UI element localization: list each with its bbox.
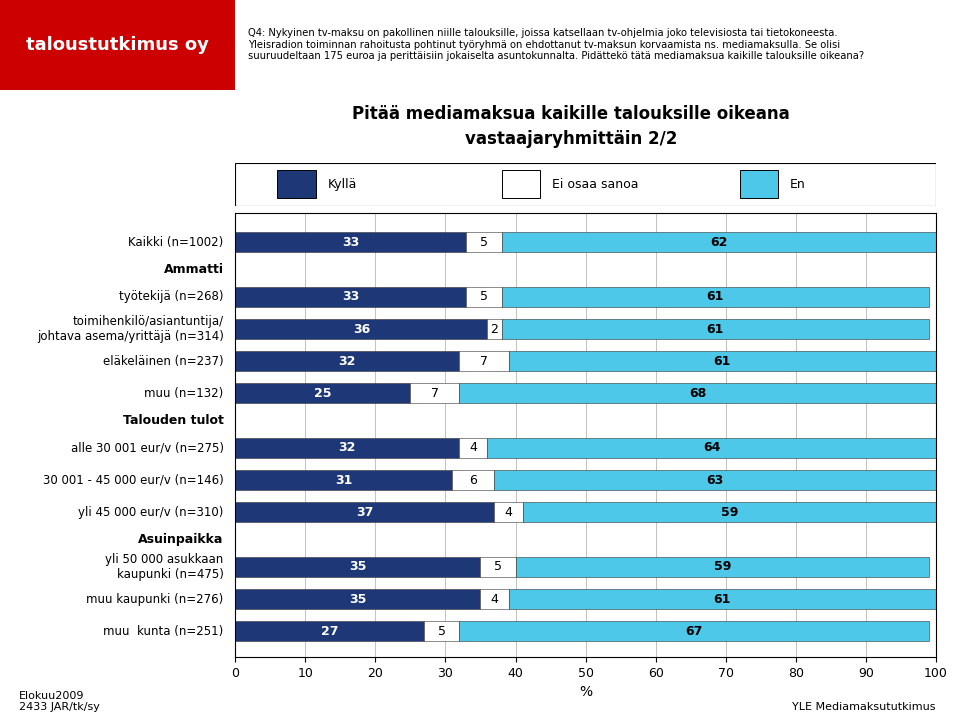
Text: 32: 32 [339, 442, 356, 454]
Bar [235, 470, 452, 490]
Text: yli 50 000 asukkaan
kaupunki (n=475): yli 50 000 asukkaan kaupunki (n=475) [106, 553, 224, 581]
Text: 7: 7 [431, 387, 439, 400]
Bar [235, 503, 494, 522]
Text: Elokuu2009
2433 JAR/tk/sy: Elokuu2009 2433 JAR/tk/sy [19, 691, 100, 712]
Bar [460, 351, 509, 371]
Bar [501, 319, 929, 339]
Text: 62: 62 [710, 236, 728, 248]
Text: taloustutkimus oy: taloustutkimus oy [26, 36, 209, 54]
Bar [740, 170, 779, 198]
Text: työtekijä (n=268): työtekijä (n=268) [119, 290, 224, 303]
Text: Talouden tulot: Talouden tulot [123, 414, 224, 427]
Text: 36: 36 [352, 322, 370, 335]
Text: 4: 4 [505, 505, 513, 519]
Text: yli 45 000 eur/v (n=310): yli 45 000 eur/v (n=310) [79, 505, 224, 519]
Text: Asuinpaikka: Asuinpaikka [138, 533, 224, 546]
Text: 6: 6 [469, 474, 477, 487]
Text: Ammatti: Ammatti [163, 263, 224, 276]
Bar [467, 232, 501, 252]
Text: muu  kunta (n=251): muu kunta (n=251) [104, 625, 224, 638]
Text: YLE Mediamaksututkimus: YLE Mediamaksututkimus [793, 702, 936, 712]
Text: eläkeläinen (n=237): eläkeläinen (n=237) [103, 355, 224, 368]
Bar [235, 438, 460, 458]
Text: 32: 32 [339, 355, 356, 368]
Text: Kaikki (n=1002): Kaikki (n=1002) [129, 236, 224, 248]
Bar [235, 351, 460, 371]
Text: 59: 59 [713, 561, 731, 574]
Bar [235, 589, 481, 609]
Bar [501, 287, 929, 307]
Bar [509, 351, 936, 371]
Text: 2: 2 [491, 322, 498, 335]
Bar [452, 470, 494, 490]
Bar [235, 287, 467, 307]
Text: 27: 27 [321, 625, 339, 638]
Text: toimihenkilö/asiantuntija/
johtava asema/yrittäjä (n=314): toimihenkilö/asiantuntija/ johtava asema… [36, 315, 224, 343]
Text: alle 30 001 eur/v (n=275): alle 30 001 eur/v (n=275) [71, 442, 224, 454]
Text: muu kaupunki (n=276): muu kaupunki (n=276) [86, 592, 224, 605]
Text: 5: 5 [480, 236, 488, 248]
Bar [460, 621, 929, 641]
Text: 5: 5 [480, 290, 488, 303]
Text: Kyllä: Kyllä [327, 178, 357, 191]
Text: 4: 4 [491, 592, 498, 605]
Text: 35: 35 [349, 561, 367, 574]
Text: 30 001 - 45 000 eur/v (n=146): 30 001 - 45 000 eur/v (n=146) [43, 474, 224, 487]
Text: 61: 61 [713, 355, 731, 368]
Text: 61: 61 [707, 322, 724, 335]
Bar [481, 557, 516, 577]
Bar [509, 589, 936, 609]
Text: 4: 4 [469, 442, 477, 454]
X-axis label: %: % [579, 685, 592, 699]
Bar [277, 170, 316, 198]
Text: 5: 5 [438, 625, 446, 638]
Text: 25: 25 [314, 387, 331, 400]
Bar [235, 557, 481, 577]
Bar [235, 232, 467, 252]
Bar [424, 621, 460, 641]
Bar [460, 438, 488, 458]
Text: 5: 5 [494, 561, 502, 574]
Text: 31: 31 [335, 474, 352, 487]
Text: En: En [790, 178, 806, 191]
Text: 37: 37 [356, 505, 373, 519]
Bar [494, 503, 522, 522]
Text: 67: 67 [685, 625, 703, 638]
Text: 61: 61 [713, 592, 731, 605]
Text: 64: 64 [703, 442, 720, 454]
Text: 33: 33 [342, 290, 359, 303]
Text: 68: 68 [689, 387, 707, 400]
Bar [488, 438, 936, 458]
Bar [522, 503, 936, 522]
Text: muu (n=132): muu (n=132) [144, 387, 224, 400]
Text: Pitää mediamaksua kaikille talouksille oikeana: Pitää mediamaksua kaikille talouksille o… [352, 105, 790, 123]
Text: 35: 35 [349, 592, 367, 605]
Bar [501, 170, 540, 198]
Bar [235, 621, 424, 641]
Text: 33: 33 [342, 236, 359, 248]
Bar [494, 470, 936, 490]
Text: Q4: Nykyinen tv-maksu on pakollinen niille talouksille, joissa katsellaan tv-ohj: Q4: Nykyinen tv-maksu on pakollinen niil… [248, 28, 864, 62]
Text: 63: 63 [707, 474, 724, 487]
Text: 7: 7 [480, 355, 488, 368]
Text: vastaajaryhmittäin 2/2: vastaajaryhmittäin 2/2 [465, 130, 678, 148]
Bar [460, 383, 936, 404]
Bar [411, 383, 460, 404]
Bar [481, 589, 509, 609]
Bar [501, 232, 936, 252]
Bar [516, 557, 929, 577]
Bar [467, 287, 501, 307]
Text: 59: 59 [721, 505, 738, 519]
Bar [488, 319, 501, 339]
Bar [235, 319, 488, 339]
Text: 61: 61 [707, 290, 724, 303]
Text: Ei osaa sanoa: Ei osaa sanoa [552, 178, 638, 191]
Bar [235, 383, 411, 404]
